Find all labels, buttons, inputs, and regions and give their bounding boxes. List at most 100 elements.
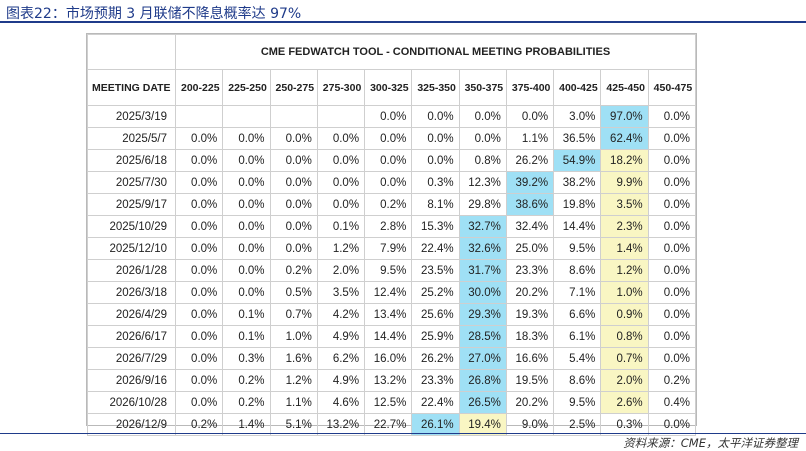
probability-cell: 0.0% — [222, 215, 271, 238]
meeting-date-cell: 2026/4/29 — [87, 303, 176, 326]
table-corner-cell — [87, 34, 176, 70]
meeting-date-cell: 2026/1/28 — [87, 259, 176, 282]
probability-cell: 0.0% — [174, 127, 224, 150]
probability-cell: 0.0% — [316, 171, 366, 194]
probability-cell: 14.4% — [553, 215, 602, 238]
probability-cell: 23.3% — [411, 369, 460, 392]
probability-cell: 32.6% — [458, 237, 507, 260]
meeting-date-cell: 2026/7/29 — [87, 347, 176, 370]
probability-cell: 12.3% — [458, 171, 507, 194]
probability-cell: 0.0% — [364, 149, 413, 172]
probability-cell: 0.0% — [222, 127, 271, 150]
probability-cell: 0.0% — [174, 149, 224, 172]
probability-cell: 0.0% — [222, 171, 271, 194]
probability-cell: 1.2% — [269, 369, 318, 392]
probability-cell: 0.0% — [411, 149, 460, 172]
probability-cell: 23.5% — [411, 259, 460, 282]
table-row: 2026/10/28 0.0% 0.2% 1.1% 4.6% 12.5% 22.4% 26.5… — [87, 391, 697, 414]
probability-cell: 20.2% — [505, 391, 555, 414]
probability-cell: 0.0% — [174, 193, 224, 216]
probability-cell: 25.2% — [411, 281, 460, 304]
probability-cell: 0.0% — [222, 193, 271, 216]
probability-cell: 0.0% — [174, 347, 224, 370]
probability-cell: 0.0% — [222, 281, 271, 304]
meeting-date-cell: 2026/9/16 — [87, 369, 176, 392]
probability-cell: 5.4% — [553, 347, 602, 370]
probability-cell: 0.0% — [174, 325, 224, 348]
probability-cell: 7.9% — [364, 237, 413, 260]
probability-cell: 0.0% — [458, 127, 507, 150]
probability-cell: 0.0% — [647, 149, 697, 172]
probability-cell: 26.5% — [458, 391, 507, 414]
probability-cell: 8.6% — [553, 369, 602, 392]
probability-cell: 1.2% — [600, 259, 649, 282]
probability-cell: 1.1% — [269, 391, 318, 414]
probability-cell: 6.6% — [553, 303, 602, 326]
probability-cell: 0.0% — [316, 193, 366, 216]
probability-cell: 4.2% — [316, 303, 366, 326]
table-body: 2025/3/19 0.0% 0.0% 0.0% 0.0% 3.0% 97.0% 0.0% 20… — [87, 105, 697, 436]
probability-cell: 54.9% — [553, 149, 602, 172]
meeting-date-cell: 2025/12/10 — [87, 237, 176, 260]
probability-cell: 0.0% — [647, 237, 697, 260]
probability-cell: 0.0% — [364, 127, 413, 150]
probability-cell: 0.0% — [174, 281, 224, 304]
probability-cell: 0.0% — [647, 105, 697, 128]
probability-cell: 15.3% — [411, 215, 460, 238]
rate-range-header: 225-250 — [222, 69, 271, 106]
probability-cell: 5.1% — [269, 413, 318, 436]
table-row: 2025/10/29 0.0% 0.0% 0.0% 0.1% 2.8% 15.3% 32.7%… — [87, 215, 697, 238]
table-row: 2025/3/19 0.0% 0.0% 0.0% 0.0% 3.0% 97.0% 0.0% — [87, 105, 697, 128]
table-row: 2026/7/29 0.0% 0.3% 1.6% 6.2% 16.0% 26.2% 27.0%… — [87, 347, 697, 370]
probability-cell: 19.5% — [505, 369, 555, 392]
probability-cell: 13.2% — [364, 369, 413, 392]
probability-cell: 12.5% — [364, 391, 413, 414]
probability-cell: 25.6% — [411, 303, 460, 326]
probability-cell: 26.1% — [411, 413, 460, 436]
probability-cell: 0.0% — [269, 149, 318, 172]
probability-cell: 2.0% — [316, 259, 366, 282]
probability-cell: 0.0% — [647, 193, 697, 216]
probability-cell: 1.4% — [600, 237, 649, 260]
probability-cell: 1.1% — [505, 127, 555, 150]
probability-cell: 19.8% — [553, 193, 602, 216]
table-row: 2025/5/7 0.0% 0.0% 0.0% 0.0% 0.0% 0.0% 0.0% 1.1%… — [87, 127, 697, 150]
probability-cell: 31.7% — [458, 259, 507, 282]
table-row: 2026/6/17 0.0% 0.1% 1.0% 4.9% 14.4% 25.9% 28.5%… — [87, 325, 697, 348]
rate-range-header: 200-225 — [174, 69, 224, 106]
table-row: 2025/6/18 0.0% 0.0% 0.0% 0.0% 0.0% 0.0% 0.8% 26.… — [87, 149, 697, 172]
meeting-date-cell: 2025/10/29 — [87, 215, 176, 238]
probability-table-container: CME FEDWATCH TOOL - CONDITIONAL MEETING … — [86, 33, 697, 436]
table-row: 2026/4/29 0.0% 0.1% 0.7% 4.2% 13.4% 25.6% 29.3%… — [87, 303, 697, 326]
probability-cell — [269, 105, 318, 128]
probability-cell: 4.9% — [316, 325, 366, 348]
probability-cell: 16.6% — [505, 347, 555, 370]
probability-cell — [316, 105, 366, 128]
probability-cell: 0.8% — [458, 149, 507, 172]
probability-cell: 0.2% — [364, 193, 413, 216]
table-row: 2025/12/10 0.0% 0.0% 0.0% 1.2% 7.9% 22.4% 32.6%… — [87, 237, 697, 260]
probability-cell: 0.5% — [269, 281, 318, 304]
table-title: CME FEDWATCH TOOL - CONDITIONAL MEETING … — [175, 34, 696, 70]
probability-cell: 0.0% — [411, 127, 460, 150]
probability-cell: 0.0% — [222, 237, 271, 260]
probability-cell: 4.6% — [316, 391, 366, 414]
probability-cell: 0.0% — [316, 127, 366, 150]
probability-cell: 0.0% — [647, 127, 697, 150]
probability-cell: 29.3% — [458, 303, 507, 326]
meeting-date-cell: 2026/6/17 — [87, 325, 176, 348]
probability-cell: 30.0% — [458, 281, 507, 304]
probability-cell: 19.4% — [458, 413, 507, 436]
probability-cell: 0.0% — [174, 369, 224, 392]
probability-cell: 9.5% — [553, 391, 602, 414]
probability-cell: 0.0% — [174, 259, 224, 282]
probability-cell: 22.4% — [411, 237, 460, 260]
probability-cell: 0.4% — [647, 391, 697, 414]
probability-cell: 0.1% — [222, 303, 271, 326]
column-header-row: MEETING DATE 200-225 225-250 250-275 275-30… — [87, 69, 697, 106]
meeting-date-cell: 2026/10/28 — [87, 391, 176, 414]
probability-cell: 0.0% — [174, 391, 224, 414]
probability-cell: 32.7% — [458, 215, 507, 238]
probability-cell: 0.0% — [411, 105, 460, 128]
meeting-date-cell: 2026/3/18 — [87, 281, 176, 304]
